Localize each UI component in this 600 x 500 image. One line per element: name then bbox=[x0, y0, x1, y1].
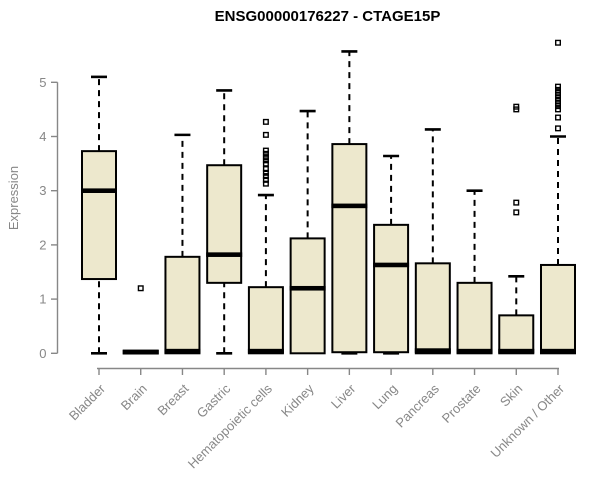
outlier-point bbox=[262, 131, 269, 138]
iqr-box bbox=[498, 314, 535, 355]
median-line bbox=[81, 188, 117, 193]
outlier-point bbox=[262, 150, 269, 157]
y-tick-label: 5 bbox=[39, 75, 46, 90]
outlier-point bbox=[262, 160, 269, 167]
median-line bbox=[539, 348, 576, 354]
outlier-point bbox=[262, 166, 269, 173]
iqr-box bbox=[331, 143, 368, 354]
outlier-point bbox=[554, 125, 561, 132]
outlier-point bbox=[262, 154, 269, 161]
outlier-point bbox=[262, 169, 269, 176]
y-tick-label: 4 bbox=[39, 129, 46, 144]
outlier-point bbox=[513, 209, 520, 216]
x-tick-label: Kidney bbox=[278, 381, 317, 420]
x-tick-label: Prostate bbox=[439, 381, 484, 426]
chart-title: ENSG00000176227 - CTAGE15P bbox=[214, 8, 441, 25]
iqr-box bbox=[456, 281, 493, 355]
outlier-point bbox=[137, 285, 144, 292]
x-tick-label: Unknown / Other bbox=[488, 381, 568, 461]
median-line bbox=[164, 348, 201, 354]
x-tick-label: Pancreas bbox=[392, 381, 442, 431]
outlier-point bbox=[262, 176, 269, 183]
outlier-point bbox=[262, 118, 269, 125]
x-tick-label: Bladder bbox=[66, 381, 109, 424]
median-line bbox=[373, 262, 410, 268]
x-tick-label: Brain bbox=[118, 381, 150, 413]
iqr-box bbox=[289, 237, 326, 355]
outlier-point bbox=[262, 180, 269, 187]
iqr-box bbox=[206, 164, 243, 284]
iqr-box bbox=[164, 255, 201, 355]
iqr-box bbox=[247, 286, 284, 355]
outlier-point bbox=[554, 83, 561, 90]
median-line bbox=[122, 349, 159, 355]
iqr-box bbox=[539, 263, 576, 355]
median-line bbox=[414, 348, 451, 353]
y-tick-label: 0 bbox=[39, 346, 46, 361]
y-tick-label: 2 bbox=[39, 237, 46, 252]
outlier-point bbox=[554, 39, 561, 46]
outlier-point bbox=[262, 147, 269, 154]
outlier-point bbox=[554, 106, 561, 113]
median-line bbox=[289, 285, 326, 291]
iqr-box bbox=[81, 150, 117, 281]
x-tick-label: Skin bbox=[497, 381, 525, 409]
x-tick-label: Lung bbox=[369, 381, 400, 412]
iqr-box bbox=[414, 262, 451, 355]
median-line bbox=[498, 348, 535, 354]
y-tick-label: 3 bbox=[39, 183, 46, 198]
outlier-point bbox=[513, 106, 520, 113]
x-tick-label: Gastric bbox=[194, 381, 234, 421]
x-tick-label: Liver bbox=[328, 381, 359, 412]
outlier-point bbox=[554, 114, 561, 121]
x-tick-label: Breast bbox=[154, 381, 191, 418]
outlier-point bbox=[513, 199, 520, 206]
median-line bbox=[331, 203, 368, 209]
outlier-point bbox=[262, 173, 269, 180]
median-line bbox=[456, 348, 493, 354]
outlier-point bbox=[554, 103, 561, 110]
iqr-box bbox=[373, 223, 410, 354]
outlier-point bbox=[262, 157, 269, 164]
median-line bbox=[247, 348, 284, 354]
y-tick-label: 1 bbox=[39, 292, 46, 307]
median-line bbox=[206, 252, 243, 257]
